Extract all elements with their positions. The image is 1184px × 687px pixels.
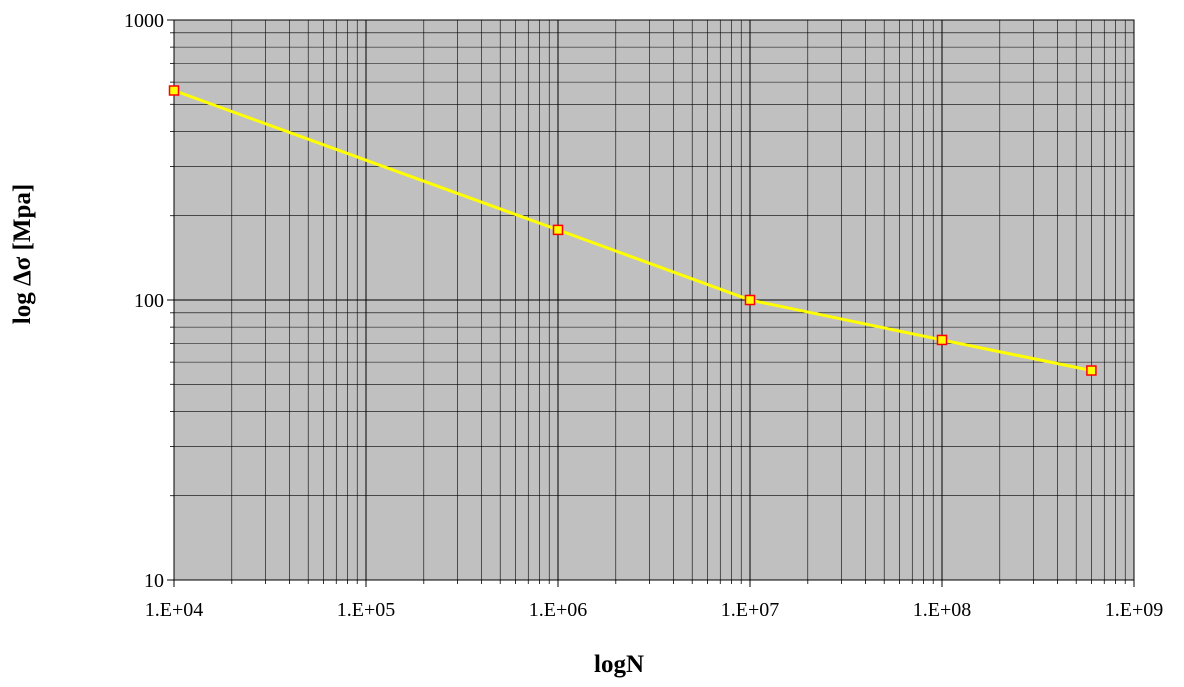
x-tick-label: 1.E+04: [145, 599, 204, 621]
axis-ticks: [167, 19, 1135, 587]
data-point: [168, 85, 180, 96]
x-axis-title: logN: [594, 651, 644, 678]
x-tick-label: 1.E+06: [529, 599, 588, 621]
tick-labels: 1.E+04 1.E+05 1.E+06 1.E+07 1.E+08 1.E+09 10 10…: [124, 10, 1163, 621]
x-tick-label: 1.E+05: [337, 599, 396, 621]
y-tick-label: 10: [144, 570, 164, 592]
y-axis-title: log Δσ [Mpa]: [9, 184, 36, 324]
x-tick-label: 1.E+09: [1105, 599, 1164, 621]
series-group: [168, 85, 1097, 376]
data-point: [1086, 365, 1097, 376]
y-tick-label: 1000: [124, 10, 164, 32]
x-tick-label: 1.E+08: [913, 599, 972, 621]
y-tick-label: 100: [134, 290, 164, 312]
data-point: [744, 294, 756, 306]
grid: [174, 20, 1134, 580]
data-point: [936, 334, 948, 346]
data-point: [552, 224, 564, 236]
x-tick-label: 1.E+07: [721, 599, 780, 621]
